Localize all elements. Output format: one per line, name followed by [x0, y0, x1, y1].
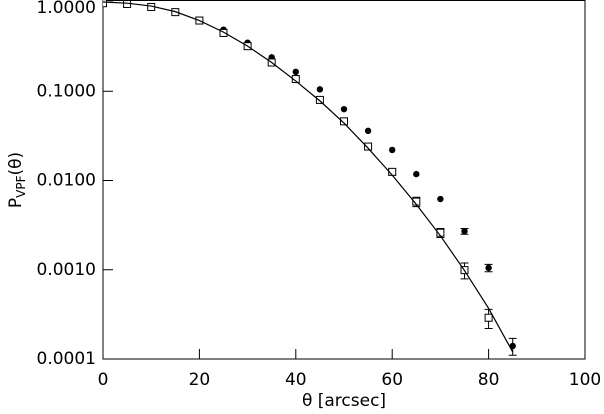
point	[316, 86, 324, 93]
x-tick-label: 100	[569, 370, 601, 390]
x-axis-label: θ [arcsec]	[302, 391, 386, 411]
point	[219, 28, 228, 37]
point	[509, 342, 516, 350]
y-tick-label: 0.1000	[37, 81, 96, 101]
y-label-arg: (θ)	[6, 152, 26, 176]
y-tick-label: 0.0100	[37, 171, 96, 191]
point	[389, 146, 396, 154]
point	[292, 68, 299, 76]
model-curve	[103, 1, 514, 353]
plot-frame	[102, 0, 586, 360]
plot-area	[103, 0, 517, 356]
point	[484, 313, 493, 322]
point	[315, 95, 324, 104]
y-tick-label: 0.0001	[37, 349, 96, 369]
point	[485, 264, 492, 272]
y-label-sub: VPF	[14, 175, 28, 197]
x-tick-label: 0	[98, 370, 109, 390]
x-tick-label: 80	[478, 370, 500, 390]
point	[340, 105, 348, 113]
x-tick-label: 20	[189, 370, 211, 390]
y-tick-label: 1.0000	[37, 0, 96, 18]
y-tick-label: 0.0010	[37, 260, 96, 280]
point	[413, 170, 420, 178]
point	[461, 228, 468, 235]
x-tick-label: 60	[381, 370, 403, 390]
y-label-main: P	[6, 198, 26, 208]
point	[103, 0, 107, 8]
point	[364, 142, 373, 151]
point	[364, 127, 372, 135]
point	[340, 117, 348, 126]
point	[437, 195, 444, 203]
y-axis-label: PVPF(θ)	[6, 152, 28, 208]
x-tick-label: 40	[285, 370, 307, 390]
